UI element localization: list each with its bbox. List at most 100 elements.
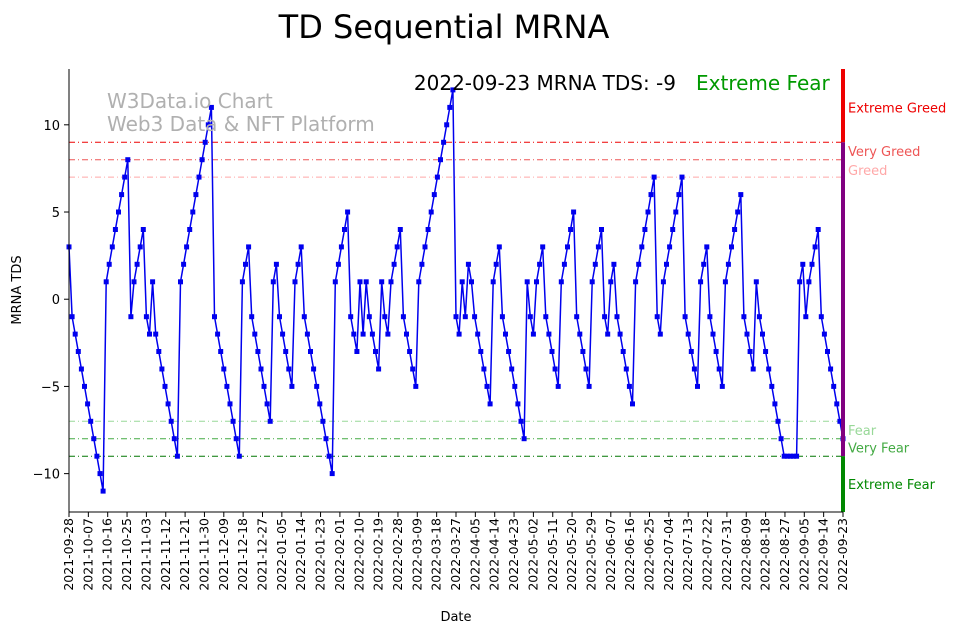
data-point bbox=[772, 401, 778, 407]
data-point bbox=[760, 331, 765, 337]
data-point bbox=[168, 418, 174, 424]
data-point bbox=[369, 331, 375, 337]
data-point bbox=[506, 349, 512, 354]
data-point bbox=[366, 314, 372, 320]
data-point bbox=[552, 366, 558, 372]
data-point bbox=[475, 331, 481, 337]
x-tick-label: 2021-12-27 bbox=[255, 518, 270, 591]
x-tick-label: 2022-08-18 bbox=[758, 518, 773, 591]
data-point bbox=[651, 174, 657, 180]
data-point bbox=[778, 436, 784, 442]
data-point bbox=[273, 261, 279, 267]
data-point bbox=[797, 279, 803, 285]
data-point bbox=[131, 279, 137, 285]
data-series bbox=[66, 87, 846, 494]
data-point bbox=[422, 244, 428, 250]
data-point bbox=[338, 244, 344, 250]
data-point bbox=[230, 418, 236, 424]
data-point bbox=[518, 418, 524, 424]
data-point bbox=[534, 279, 539, 285]
data-point bbox=[382, 314, 388, 320]
data-point bbox=[320, 418, 326, 424]
data-point bbox=[503, 331, 508, 337]
data-point bbox=[323, 436, 329, 442]
data-point bbox=[725, 261, 731, 267]
data-point bbox=[329, 471, 335, 477]
data-point bbox=[190, 209, 196, 215]
data-point bbox=[385, 331, 391, 337]
data-point bbox=[555, 383, 561, 389]
data-point bbox=[376, 366, 382, 372]
data-point bbox=[499, 314, 505, 320]
data-point bbox=[729, 244, 734, 250]
data-point bbox=[626, 383, 632, 389]
data-point bbox=[413, 383, 419, 389]
data-point bbox=[280, 331, 286, 337]
data-point bbox=[404, 331, 409, 337]
data-point bbox=[543, 314, 549, 320]
data-point bbox=[122, 174, 128, 180]
data-point bbox=[803, 314, 809, 320]
data-point bbox=[831, 383, 837, 389]
annotation-status: Extreme Fear bbox=[696, 71, 831, 95]
data-point bbox=[633, 279, 639, 285]
data-point bbox=[679, 174, 685, 180]
data-point bbox=[400, 314, 406, 320]
data-point bbox=[490, 279, 496, 285]
data-point bbox=[342, 227, 347, 232]
data-point bbox=[654, 314, 660, 320]
data-point bbox=[496, 244, 502, 250]
data-point bbox=[642, 227, 648, 232]
data-point bbox=[561, 261, 567, 267]
x-tick-label: 2022-06-25 bbox=[642, 518, 657, 591]
data-point bbox=[580, 349, 586, 354]
threshold-lines bbox=[69, 141, 843, 457]
annotation-text: 2022-09-23 MRNA TDS: -9 bbox=[414, 71, 676, 95]
data-point bbox=[602, 314, 608, 320]
data-point bbox=[599, 227, 604, 232]
data-point bbox=[667, 244, 673, 250]
data-point bbox=[72, 331, 78, 337]
x-tick-label: 2021-12-18 bbox=[235, 518, 250, 591]
data-point bbox=[171, 436, 177, 442]
data-point bbox=[688, 349, 694, 354]
data-point bbox=[181, 261, 187, 267]
data-point bbox=[670, 227, 676, 232]
data-point bbox=[639, 244, 645, 250]
x-ticks: 2021-09-28 2021-10-07 2021-10-16 2021-10-25… bbox=[61, 512, 850, 591]
y-tick-label: 10 bbox=[43, 119, 60, 134]
data-point bbox=[184, 244, 190, 250]
data-point bbox=[326, 453, 332, 459]
data-point bbox=[314, 383, 320, 389]
zone-label-0: Extreme Greed bbox=[848, 101, 946, 116]
data-point bbox=[512, 383, 518, 389]
x-tick-label: 2022-05-11 bbox=[545, 518, 560, 591]
series-line bbox=[68, 89, 844, 492]
data-point bbox=[304, 331, 310, 337]
data-point bbox=[335, 261, 341, 267]
data-point bbox=[258, 366, 264, 372]
data-point bbox=[97, 471, 103, 477]
x-tick-label: 2022-08-09 bbox=[738, 518, 753, 591]
data-point bbox=[360, 331, 366, 337]
data-point bbox=[397, 227, 403, 232]
data-point bbox=[311, 366, 317, 372]
x-tick-label: 2022-02-01 bbox=[332, 518, 347, 591]
data-point bbox=[834, 401, 840, 407]
data-point bbox=[233, 436, 239, 442]
data-point bbox=[818, 314, 824, 320]
data-point bbox=[78, 366, 84, 372]
data-point bbox=[438, 157, 443, 163]
data-point bbox=[524, 279, 530, 285]
y-tick-label: 5 bbox=[52, 206, 60, 221]
x-tick-label: 2022-09-14 bbox=[816, 518, 831, 591]
data-point bbox=[530, 331, 536, 337]
data-point bbox=[794, 453, 800, 459]
data-point bbox=[676, 192, 682, 198]
data-point bbox=[277, 314, 282, 320]
data-point bbox=[487, 401, 493, 407]
data-point bbox=[212, 314, 217, 320]
data-point bbox=[459, 279, 465, 285]
data-point bbox=[806, 279, 812, 285]
y-axis-label: MRNA TDS bbox=[10, 255, 25, 324]
